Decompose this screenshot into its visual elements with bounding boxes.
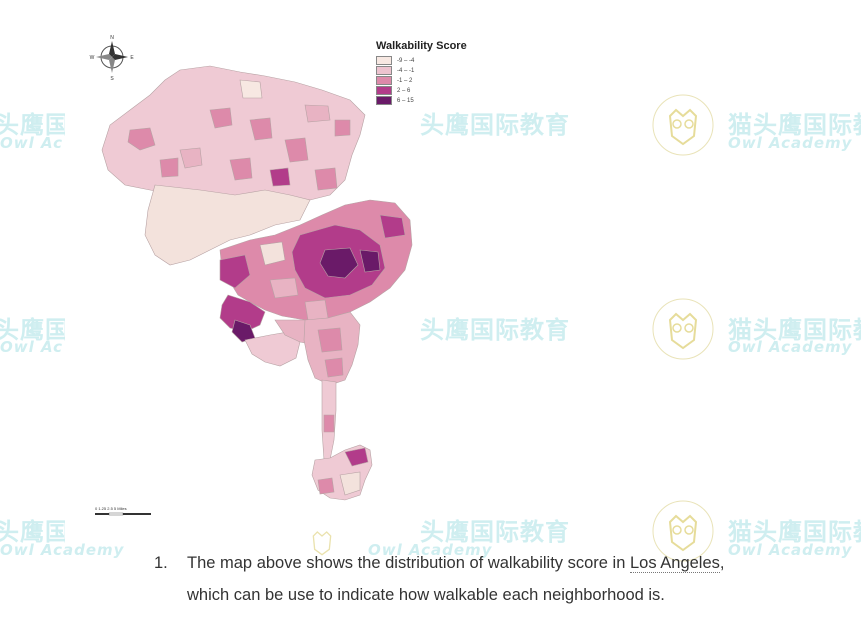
map-region-westside xyxy=(219,294,321,367)
place-name: Los Angeles xyxy=(629,554,720,573)
compass-icon: N S W E xyxy=(90,35,135,82)
question-number: 1. xyxy=(154,554,168,572)
legend-item: -4 – -1 xyxy=(376,66,506,75)
watermark-cn: 猫头鹰国际教育 xyxy=(728,316,861,344)
question-text: 1. The map above shows the distribution o… xyxy=(154,547,834,611)
watermark-en: Owl Academy xyxy=(0,338,62,356)
legend-item: 6 – 15 xyxy=(376,96,506,105)
legend-swatch xyxy=(376,66,392,75)
map-region-south xyxy=(303,311,361,386)
owl-logo-icon xyxy=(652,500,714,562)
walkability-map: N S W E xyxy=(90,35,413,516)
legend-label: -9 – -4 xyxy=(397,57,415,64)
owl-logo-icon xyxy=(652,298,714,360)
watermark-cn: 猫头鹰国际教育 xyxy=(420,111,570,139)
watermark-cn: 猫头鹰国际教育 xyxy=(0,518,65,546)
legend-title: Walkability Score xyxy=(376,40,467,52)
watermark-cn: 猫头鹰国际教育 xyxy=(420,316,570,344)
map-legend: Walkability Score -9 – -4 -4 – -1 -1 – 2… xyxy=(376,40,506,106)
legend-item: 2 – 6 xyxy=(376,86,506,95)
owl-logo-icon xyxy=(652,94,714,156)
watermark-en: Owl Academy xyxy=(0,541,125,559)
owl-logo-icon xyxy=(312,531,332,556)
watermark-en: Owl Academy xyxy=(728,338,853,356)
legend-swatch xyxy=(376,86,392,95)
watermark-en: Owl Academy xyxy=(0,134,62,152)
question-line-1: 1. The map above shows the distribution o… xyxy=(154,547,834,579)
watermark-cn: 猫头鹰国际教育 xyxy=(420,518,570,546)
watermark-cn: 猫头鹰国际教育 xyxy=(728,111,861,139)
legend-swatch xyxy=(376,96,392,105)
map-region-central xyxy=(219,199,413,321)
watermark-en: Owl Academy xyxy=(368,541,493,559)
legend-label: 6 – 15 xyxy=(397,97,414,104)
compass-n: N xyxy=(110,35,114,41)
watermark-cn: 猫头鹰国际教育 xyxy=(728,518,861,546)
compass-s: S xyxy=(110,76,114,82)
legend-label: 2 – 6 xyxy=(397,87,411,94)
watermark-cn: 猫头鹰国际教育 xyxy=(0,316,65,344)
legend-label: -4 – -1 xyxy=(397,67,415,74)
map-region-harbor-corridor xyxy=(321,379,337,461)
legend-swatch xyxy=(376,56,392,65)
legend-label: -1 – 2 xyxy=(397,77,413,84)
watermark-cn: 猫头鹰国际教育 xyxy=(0,111,65,139)
map-region-valley xyxy=(101,65,366,266)
compass-w: W xyxy=(90,55,95,61)
scale-bar: 0 1.25 2.5 5 Miles xyxy=(95,506,151,516)
legend-item: -1 – 2 xyxy=(376,76,506,85)
watermark-en: Owl Academy xyxy=(728,541,853,559)
question-text-part: , xyxy=(719,554,725,572)
question-text-part: The map above shows the distribution of … xyxy=(187,554,630,572)
map-figure: N S W E xyxy=(60,20,500,520)
legend-item: -9 – -4 xyxy=(376,56,506,65)
watermark-en: Owl Academy xyxy=(728,134,853,152)
compass-e: E xyxy=(130,55,134,61)
scale-bar-label: 0 1.25 2.5 5 Miles xyxy=(95,506,127,511)
legend-swatch xyxy=(376,76,392,85)
map-region-harbor xyxy=(311,444,373,501)
question-line-2: which can be use to indicate how walkabl… xyxy=(187,586,665,604)
